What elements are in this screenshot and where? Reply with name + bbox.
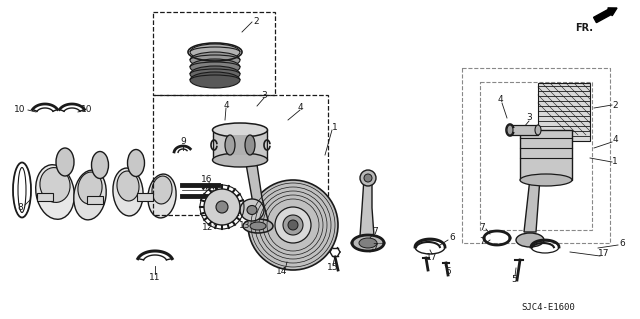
- Text: 7: 7: [479, 224, 485, 233]
- Bar: [137, 193, 153, 201]
- Ellipse shape: [56, 148, 74, 176]
- Ellipse shape: [74, 170, 106, 220]
- Ellipse shape: [516, 233, 544, 247]
- Circle shape: [360, 170, 376, 186]
- Bar: [538, 83, 590, 141]
- Text: 2: 2: [612, 100, 618, 109]
- Ellipse shape: [127, 150, 145, 176]
- Ellipse shape: [190, 66, 240, 82]
- Ellipse shape: [507, 125, 513, 135]
- Text: 6: 6: [449, 234, 455, 242]
- Text: 5: 5: [511, 276, 517, 285]
- Ellipse shape: [243, 219, 273, 233]
- Text: 12: 12: [202, 222, 214, 232]
- Ellipse shape: [113, 168, 143, 216]
- Text: 7: 7: [372, 242, 378, 251]
- Text: 10: 10: [81, 106, 93, 115]
- Text: 17: 17: [598, 249, 610, 258]
- Ellipse shape: [148, 174, 176, 218]
- Polygon shape: [360, 178, 374, 236]
- Bar: [87, 196, 103, 204]
- Ellipse shape: [225, 135, 235, 155]
- Text: FR.: FR.: [575, 23, 593, 33]
- Ellipse shape: [250, 222, 266, 230]
- Text: 4: 4: [223, 100, 229, 109]
- Text: 4: 4: [612, 136, 618, 145]
- Circle shape: [283, 215, 303, 235]
- Circle shape: [216, 201, 228, 213]
- Text: 8: 8: [17, 203, 23, 211]
- Text: 16: 16: [201, 174, 212, 183]
- Circle shape: [288, 220, 298, 230]
- Bar: [462, 68, 610, 243]
- Bar: [480, 82, 592, 230]
- Ellipse shape: [535, 125, 541, 135]
- Ellipse shape: [117, 171, 139, 201]
- Ellipse shape: [36, 165, 74, 219]
- Bar: [37, 193, 53, 201]
- Bar: [153, 95, 328, 215]
- Ellipse shape: [359, 238, 377, 248]
- Bar: [510, 125, 538, 135]
- Text: 5: 5: [445, 268, 451, 277]
- Circle shape: [204, 189, 240, 225]
- Bar: [520, 130, 572, 180]
- Ellipse shape: [212, 123, 268, 137]
- FancyBboxPatch shape: [213, 130, 267, 160]
- Text: 4: 4: [497, 95, 503, 105]
- Polygon shape: [524, 178, 540, 232]
- Text: 11: 11: [149, 272, 161, 281]
- Ellipse shape: [240, 199, 264, 221]
- Text: 9: 9: [180, 137, 186, 146]
- Text: 3: 3: [526, 114, 532, 122]
- Text: 15: 15: [327, 263, 339, 272]
- Ellipse shape: [190, 72, 240, 88]
- Bar: [153, 12, 275, 95]
- Circle shape: [364, 174, 372, 182]
- Polygon shape: [245, 158, 268, 220]
- FancyArrow shape: [593, 8, 617, 23]
- Ellipse shape: [190, 52, 240, 68]
- Circle shape: [275, 207, 311, 243]
- Ellipse shape: [152, 176, 172, 204]
- Ellipse shape: [352, 235, 384, 251]
- Text: 17: 17: [426, 253, 438, 262]
- Text: 1: 1: [332, 123, 338, 132]
- Ellipse shape: [190, 59, 240, 75]
- Ellipse shape: [212, 153, 268, 167]
- Text: 7: 7: [372, 227, 378, 236]
- Ellipse shape: [520, 174, 572, 186]
- Ellipse shape: [190, 44, 240, 60]
- Ellipse shape: [78, 172, 102, 204]
- Bar: [230, 135, 250, 155]
- Text: 1: 1: [612, 158, 618, 167]
- Circle shape: [248, 180, 338, 270]
- Text: 10: 10: [14, 106, 26, 115]
- Ellipse shape: [40, 167, 70, 203]
- Text: 2: 2: [253, 18, 259, 26]
- Text: 4: 4: [297, 103, 303, 113]
- Text: 3: 3: [261, 91, 267, 100]
- Text: 7: 7: [479, 238, 485, 247]
- Ellipse shape: [92, 152, 109, 179]
- Text: 14: 14: [276, 268, 288, 277]
- Ellipse shape: [245, 135, 255, 155]
- Ellipse shape: [247, 205, 257, 214]
- Text: 13: 13: [239, 220, 251, 229]
- Text: 6: 6: [619, 239, 625, 248]
- Text: SJC4-E1600: SJC4-E1600: [521, 303, 575, 313]
